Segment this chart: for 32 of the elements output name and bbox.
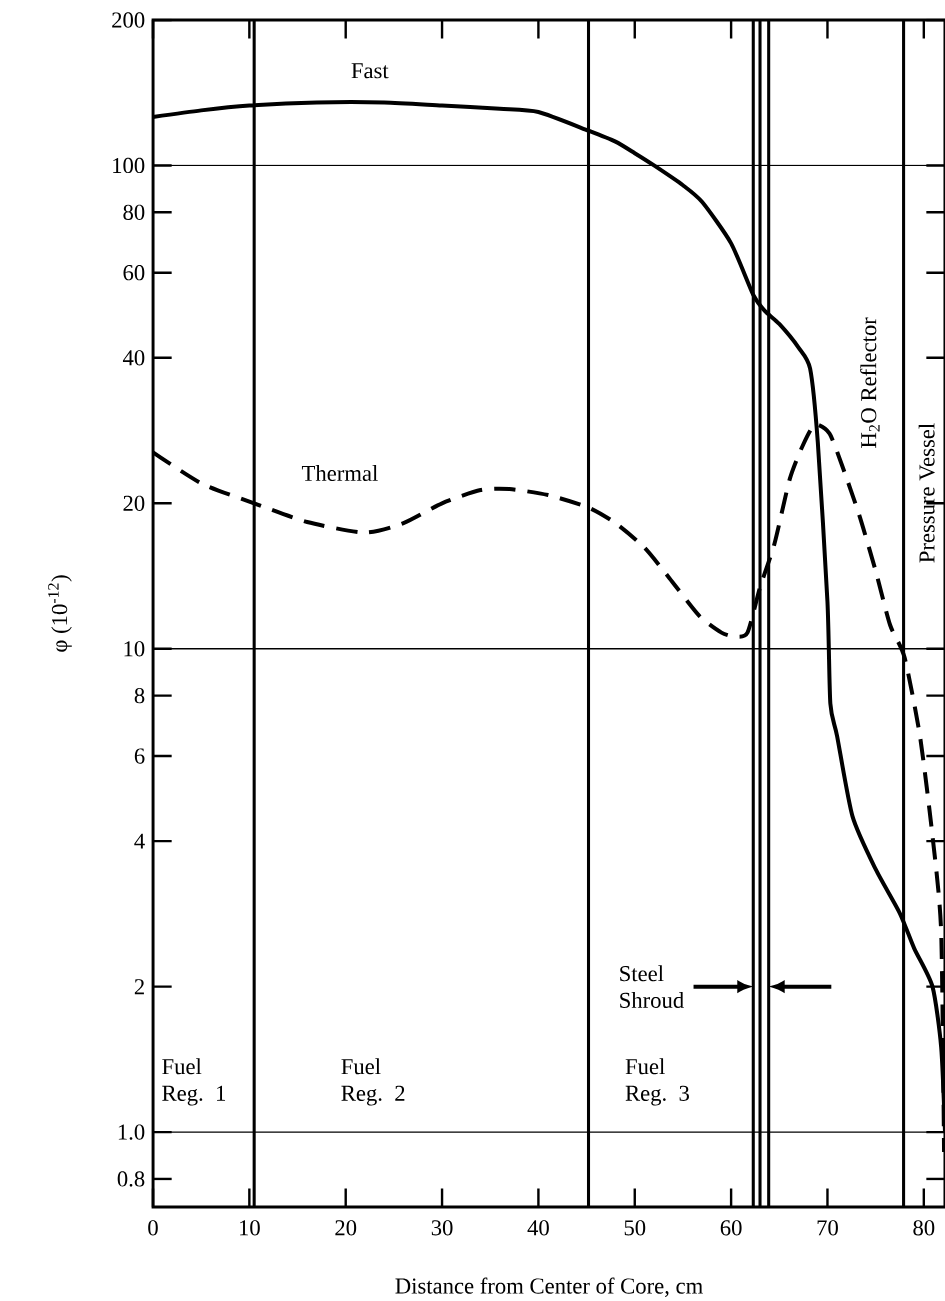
annotation: H$_{2}$O Reflector	[860, 317, 880, 448]
y-tick-label: 8	[134, 687, 145, 704]
annotation: Thermal	[301, 465, 378, 482]
y-tick-label: 2	[134, 979, 144, 995]
y-axis-title: φ (10$^{-12}$)	[48, 575, 72, 652]
annotation: Fuel Reg. 1	[162, 1058, 226, 1106]
y-tick-label: 6	[134, 748, 145, 764]
y-tick-label: 0.8	[117, 1171, 145, 1187]
annotation: Pressure Vessel	[918, 423, 935, 563]
y-tick-label: 100	[113, 157, 145, 174]
annotation: Fuel Reg. 3	[625, 1058, 689, 1106]
annotation: Fast	[351, 63, 389, 79]
y-tick-label: 20	[123, 495, 145, 511]
y-tick-label: 40	[122, 350, 145, 366]
x-tick-label: 50	[624, 1220, 646, 1236]
x-tick-label: 70	[817, 1220, 838, 1236]
y-tick-label: 10	[124, 641, 145, 657]
y-tick-label: 1.0	[118, 1124, 145, 1140]
x-tick-label: 10	[240, 1220, 260, 1236]
x-tick-label: 80	[913, 1220, 935, 1236]
x-tick-label: 20	[335, 1220, 357, 1236]
y-tick-label: 4	[134, 833, 145, 849]
y-tick-label: 200	[112, 12, 145, 28]
y-tick-label: 80	[123, 204, 145, 220]
x-tick-label: 0	[148, 1220, 158, 1236]
x-tick-label: 40	[527, 1220, 549, 1236]
y-tick-label: 60	[123, 265, 145, 281]
x-tick-label: 30	[431, 1220, 453, 1236]
x-axis-title: Distance from Center of Core, cm	[395, 1277, 703, 1297]
x-tick-label: 60	[720, 1220, 742, 1236]
annotation: Steel Shroud	[620, 965, 684, 1008]
annotation: Fuel Reg. 2	[341, 1058, 405, 1106]
